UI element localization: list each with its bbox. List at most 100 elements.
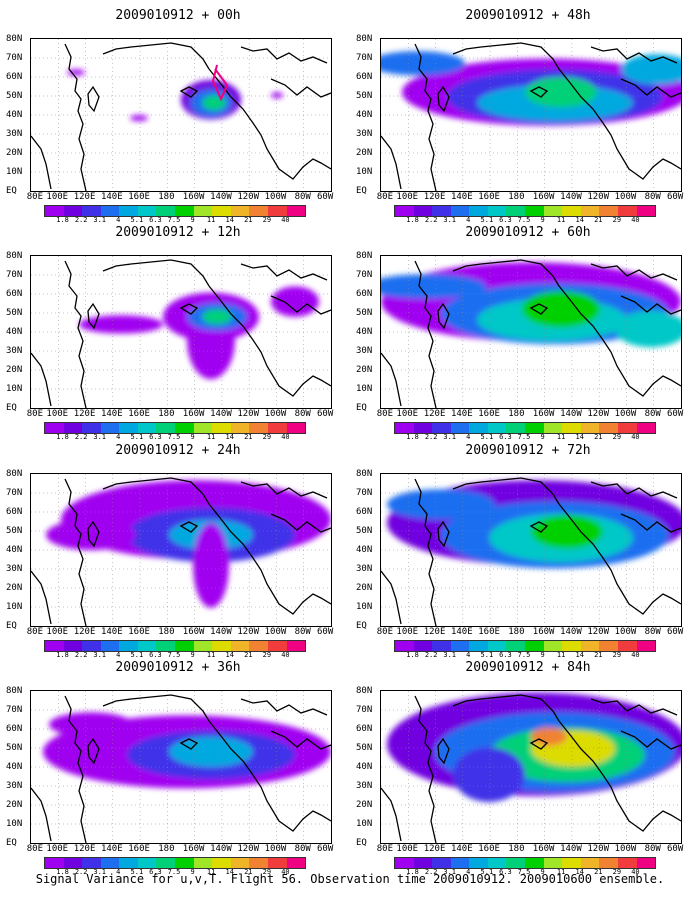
colorbar-swatch bbox=[599, 423, 618, 433]
longitude-tick-label: 80E bbox=[376, 192, 394, 202]
colorbar-swatch bbox=[580, 206, 600, 216]
colorbar-swatch bbox=[562, 423, 581, 433]
colorbar-label: 21 bbox=[594, 433, 603, 441]
coastline bbox=[452, 42, 560, 70]
longitude-tick-label: 80E bbox=[376, 844, 394, 854]
coastline bbox=[31, 570, 52, 625]
coastline bbox=[381, 352, 402, 407]
latitude-tick-label: 70N bbox=[356, 53, 373, 63]
coastline bbox=[381, 570, 402, 625]
colorbar-swatch bbox=[119, 641, 138, 651]
latitude-axis: 80N 70N 60N 50N 40N 30N 20N 10N EQ bbox=[6, 686, 30, 848]
coastline bbox=[529, 521, 549, 533]
colorbar-label: 3.1 bbox=[443, 868, 457, 876]
longitude-tick-label: 60W bbox=[316, 192, 334, 202]
coastline bbox=[529, 86, 549, 98]
colorbar-swatch bbox=[156, 423, 176, 433]
variance-contour bbox=[531, 727, 567, 746]
colorbar-label: 14 bbox=[575, 868, 584, 876]
colorbar-label: 29 bbox=[612, 433, 622, 441]
colorbar-swatch bbox=[543, 641, 563, 651]
colorbar-swatch bbox=[450, 858, 470, 868]
colorbar-label: 29 bbox=[612, 651, 622, 659]
colorbar-label: 9 bbox=[540, 868, 545, 876]
colorbar-label: 9 bbox=[190, 868, 195, 876]
colorbar-label: 9 bbox=[190, 433, 195, 441]
colorbar-swatch bbox=[395, 206, 414, 216]
coastline bbox=[208, 720, 331, 832]
latitude-tick-label: 80N bbox=[356, 686, 373, 696]
colorbar bbox=[44, 640, 306, 652]
longitude-tick-label: 140E bbox=[450, 192, 473, 202]
latitude-tick-label: EQ bbox=[356, 621, 367, 631]
latitude-tick-label: 60N bbox=[356, 72, 373, 82]
coastline bbox=[64, 478, 87, 626]
coastline bbox=[414, 260, 437, 408]
longitude-tick-label: 80E bbox=[26, 627, 44, 637]
latitude-tick-label: 30N bbox=[6, 346, 23, 356]
colorbar-swatch bbox=[617, 641, 637, 651]
coastline bbox=[620, 513, 681, 533]
latitude-tick-label: 20N bbox=[356, 148, 373, 158]
colorbar-swatch bbox=[395, 641, 414, 651]
coastline bbox=[620, 295, 681, 315]
longitude-tick-label: 160E bbox=[128, 844, 150, 854]
longitude-tick-label: 80E bbox=[376, 627, 394, 637]
longitude-tick-label: 60W bbox=[666, 192, 684, 202]
colorbar-swatch bbox=[137, 858, 157, 868]
variance-map bbox=[381, 256, 681, 408]
longitude-tick-label: 80W bbox=[294, 627, 311, 637]
variance-contour bbox=[67, 69, 85, 76]
colorbar bbox=[44, 422, 306, 434]
latitude-tick-label: 80N bbox=[356, 251, 373, 261]
colorbar-label: 5.1 bbox=[130, 433, 144, 441]
colorbar-swatch bbox=[413, 858, 433, 868]
coastline bbox=[240, 263, 328, 281]
colorbar-label: 21 bbox=[244, 433, 253, 441]
colorbar-swatch bbox=[599, 858, 618, 868]
longitude-tick-label: 180 bbox=[508, 409, 525, 419]
panel-title: 2009010912 + 84h bbox=[465, 660, 591, 675]
coastline bbox=[414, 43, 437, 191]
colorbar-swatch bbox=[175, 206, 194, 216]
latitude-tick-label: 30N bbox=[6, 129, 23, 139]
colorbar-swatch bbox=[82, 423, 101, 433]
latitude-tick-label: 20N bbox=[356, 800, 373, 810]
colorbar-label: 1.8 bbox=[406, 433, 419, 441]
latitude-tick-label: 80N bbox=[356, 34, 373, 44]
longitude-tick-label: 140E bbox=[450, 409, 473, 419]
colorbar-label: 40 bbox=[281, 433, 290, 441]
coastline bbox=[590, 698, 678, 716]
colorbar-swatch bbox=[175, 858, 194, 868]
forecast-panel: 2009010912 + 84h 80N 70N 60N 50N 40N 30N 20N 10N… bbox=[356, 660, 698, 885]
colorbar-label: 4 bbox=[466, 651, 471, 659]
longitude-tick-label: 120W bbox=[237, 192, 260, 202]
map-plot bbox=[380, 38, 682, 192]
forecast-panel: 2009010912 + 60h 80N 70N 60N 50N 40N 30N 20N 10N… bbox=[356, 225, 698, 450]
latitude-tick-label: 70N bbox=[356, 270, 373, 280]
longitude-tick-label: 120W bbox=[237, 409, 260, 419]
colorbar-label: 6.3 bbox=[499, 868, 512, 876]
longitude-tick-label: 80W bbox=[294, 844, 311, 854]
colorbar-swatch bbox=[395, 423, 414, 433]
latitude-axis: 80N 70N 60N 50N 40N 30N 20N 10N EQ bbox=[356, 686, 380, 848]
longitude-tick-label: 80W bbox=[644, 627, 661, 637]
colorbar-swatch bbox=[119, 858, 138, 868]
coastline bbox=[208, 285, 331, 397]
colorbar-swatch bbox=[63, 641, 83, 651]
longitude-tick-label: 160W bbox=[182, 627, 205, 637]
longitude-tick-label: 140E bbox=[450, 844, 473, 854]
map-plot bbox=[30, 690, 332, 844]
colorbar-swatch bbox=[212, 423, 231, 433]
longitude-tick-label: 120W bbox=[237, 627, 260, 637]
colorbar-label: 1.8 bbox=[56, 868, 69, 876]
colorbar-label: 6.3 bbox=[149, 216, 162, 224]
variance-map bbox=[31, 256, 331, 408]
colorbar-swatch bbox=[63, 423, 83, 433]
latitude-tick-label: 80N bbox=[6, 469, 23, 479]
colorbar-swatch bbox=[413, 423, 433, 433]
colorbar-swatch bbox=[487, 641, 507, 651]
forecast-panel: 2009010912 + 12h 80N 70N 60N 50N 40N 30N 20N 10N… bbox=[6, 225, 348, 450]
latitude-tick-label: 50N bbox=[6, 526, 23, 536]
coastline bbox=[437, 302, 450, 330]
